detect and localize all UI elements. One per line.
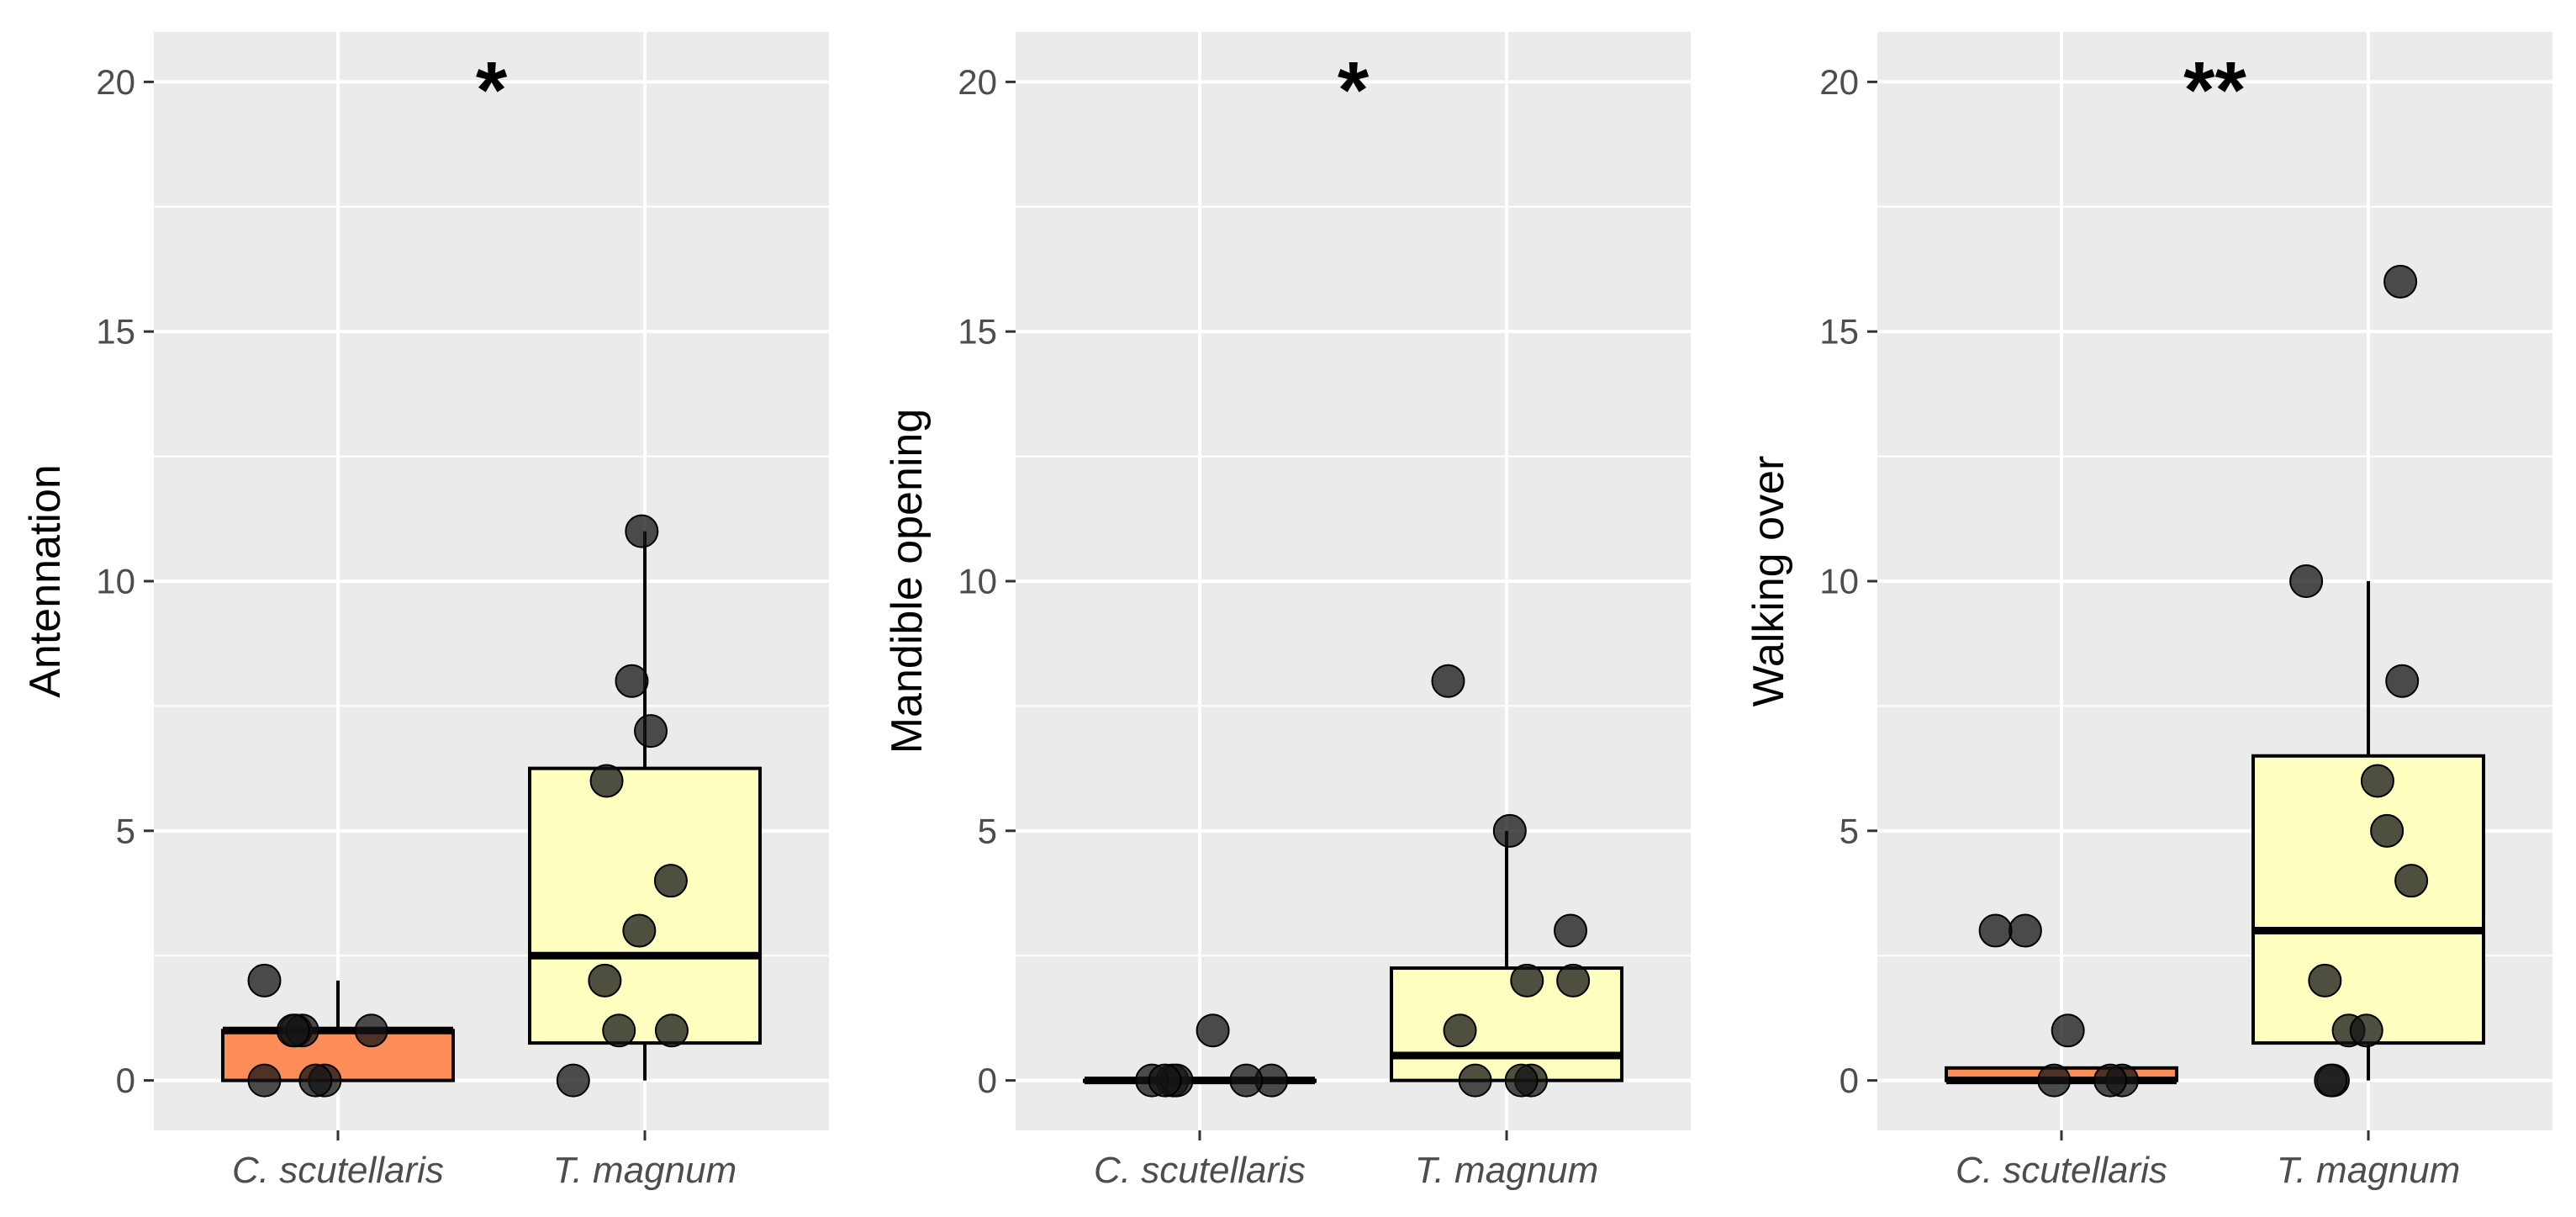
data-point bbox=[2051, 1013, 2085, 1048]
data-point bbox=[2289, 564, 2324, 598]
y-axis-title: Antennation bbox=[21, 464, 70, 698]
box-body bbox=[528, 766, 763, 1045]
data-point bbox=[2385, 664, 2420, 698]
y-axis-title: Walking over bbox=[1745, 456, 1793, 707]
y-tick-label: 0 bbox=[978, 1061, 997, 1100]
data-point bbox=[1458, 1063, 1492, 1098]
data-point bbox=[1229, 1063, 1264, 1098]
data-point bbox=[2093, 1063, 2128, 1098]
box-body bbox=[2251, 754, 2486, 1045]
y-tick-label: 0 bbox=[116, 1061, 135, 1100]
y-tick-label: 5 bbox=[116, 811, 135, 850]
data-point bbox=[247, 1063, 282, 1098]
data-point bbox=[556, 1063, 590, 1098]
data-point bbox=[634, 714, 668, 749]
data-point bbox=[1196, 1013, 1230, 1048]
panel-3: 0 5 10 15 20 C. scutellaris T. magnum Walking o… bbox=[1745, 32, 2552, 1191]
y-tick-label: 15 bbox=[96, 312, 135, 352]
data-point bbox=[653, 864, 688, 898]
x-category-label: C. scutellaris bbox=[1956, 1150, 2167, 1191]
data-point bbox=[2008, 913, 2042, 948]
data-point bbox=[1556, 963, 1591, 997]
data-point bbox=[2308, 963, 2342, 997]
data-point bbox=[622, 913, 657, 948]
panel-1: 0 5 10 15 20 C. scutellaris T. magnum Antennati… bbox=[21, 32, 829, 1191]
significance-marker: * bbox=[476, 45, 508, 135]
boxplot-2 bbox=[2251, 581, 2486, 1081]
y-tick-label: 20 bbox=[96, 62, 135, 102]
significance-marker: * bbox=[1338, 45, 1370, 135]
data-point bbox=[2314, 1063, 2348, 1098]
data-point bbox=[1148, 1063, 1182, 1098]
data-point bbox=[2349, 1013, 2383, 1048]
data-point bbox=[1504, 1063, 1539, 1098]
data-point bbox=[625, 514, 659, 548]
y-tick-label: 10 bbox=[96, 562, 135, 601]
data-point bbox=[615, 664, 649, 698]
significance-marker: ** bbox=[2183, 45, 2246, 135]
data-point bbox=[1510, 963, 1544, 997]
x-category-label: T. magnum bbox=[553, 1150, 736, 1191]
data-point bbox=[1978, 913, 2013, 948]
data-point bbox=[1431, 664, 1465, 698]
data-point bbox=[2360, 764, 2394, 798]
data-point bbox=[1492, 813, 1527, 848]
data-point bbox=[2037, 1063, 2072, 1098]
data-point bbox=[1443, 1013, 1477, 1048]
y-tick-label: 20 bbox=[1819, 62, 1859, 102]
y-tick-label: 10 bbox=[1819, 562, 1859, 601]
data-point bbox=[589, 764, 624, 798]
x-category-label: T. magnum bbox=[2277, 1150, 2460, 1191]
x-category-label: C. scutellaris bbox=[1094, 1150, 1306, 1191]
panel-2: 0 5 10 15 20 C. scutellaris T. magnum Mandible … bbox=[883, 32, 1691, 1191]
y-tick-label: 20 bbox=[958, 62, 997, 102]
data-point bbox=[602, 1013, 636, 1048]
data-point bbox=[2370, 813, 2404, 848]
data-point bbox=[654, 1013, 689, 1048]
data-point bbox=[247, 963, 282, 997]
y-tick-label: 10 bbox=[958, 562, 997, 601]
y-tick-label: 15 bbox=[1819, 312, 1859, 352]
y-axis-title: Mandible opening bbox=[883, 409, 932, 754]
x-category-label: C. scutellaris bbox=[232, 1150, 444, 1191]
y-tick-label: 5 bbox=[1840, 811, 1859, 850]
y-tick-label: 5 bbox=[978, 811, 997, 850]
data-point bbox=[1554, 913, 1588, 948]
data-point bbox=[298, 1063, 333, 1098]
data-point bbox=[588, 963, 622, 997]
data-point bbox=[354, 1013, 388, 1048]
data-point bbox=[2383, 264, 2418, 299]
data-point bbox=[276, 1013, 310, 1048]
boxplot-2 bbox=[528, 531, 763, 1081]
x-category-label: T. magnum bbox=[1415, 1150, 1598, 1191]
data-point bbox=[2394, 864, 2429, 898]
y-tick-label: 0 bbox=[1840, 1061, 1859, 1100]
y-tick-label: 15 bbox=[958, 312, 997, 352]
